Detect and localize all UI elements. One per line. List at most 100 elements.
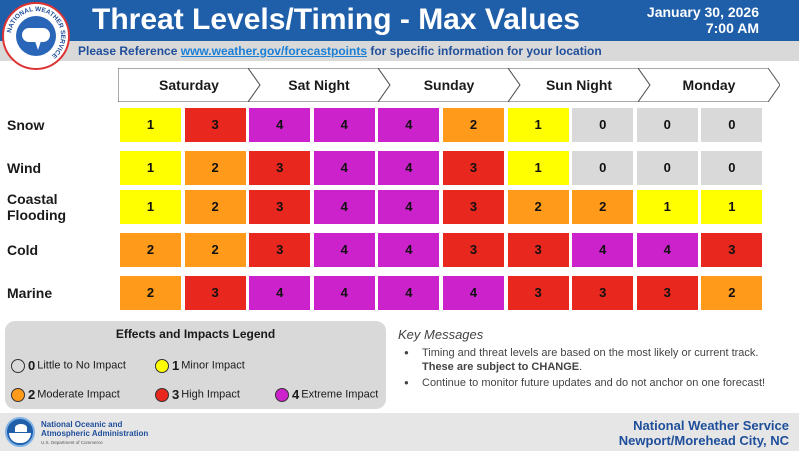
threat-cell: 0: [636, 151, 698, 185]
threat-cell: 3: [443, 190, 504, 224]
legend-desc: High Impact: [181, 388, 240, 401]
day-header-3: Sun Night: [508, 68, 650, 102]
threat-cell: 3: [249, 233, 311, 267]
reference-bar: Please Reference www.weather.gov/forecas…: [0, 41, 799, 61]
threat-cell: 2: [120, 233, 181, 267]
logo-cloud: [22, 28, 50, 42]
threat-cell: 3: [184, 108, 246, 142]
day-arrow-shape: [378, 68, 520, 102]
day-arrow-shape: [638, 68, 780, 102]
day-arrow-shape: [118, 68, 260, 102]
day-label: Sun Night: [545, 77, 613, 93]
threat-cell: 4: [378, 276, 440, 310]
issue-date: January 30, 2026: [646, 4, 759, 20]
key-message-text: Continue to monitor future updates and d…: [422, 377, 766, 389]
threat-cell: 4: [443, 276, 504, 310]
noaa-logo-icon: [5, 417, 35, 447]
key-message-item: Continue to monitor future updates and d…: [398, 376, 788, 390]
key-message-item: Timing and threat levels are based on th…: [398, 346, 788, 374]
threat-label: Marine: [7, 285, 53, 301]
threat-cell: 3: [507, 276, 569, 310]
legend-item-3: 3 High Impact: [155, 387, 240, 402]
threat-cell: 1: [701, 190, 763, 224]
noaa-bird-shape: [15, 424, 27, 432]
threat-cell: 0: [701, 151, 763, 185]
noaa-wave-shape: [9, 433, 31, 443]
noaa-name-line2: Atmospheric Administration: [41, 429, 149, 438]
threat-cell: 2: [572, 190, 634, 224]
day-headers: Saturday Sat Night Sunday Sun Night Monday: [118, 68, 780, 102]
threat-cell: 3: [249, 151, 311, 185]
threat-cell: 4: [313, 190, 375, 224]
legend-item-0: 0 Little to No Impact: [11, 358, 126, 373]
threat-label: Coastal Flooding: [7, 191, 67, 223]
noaa-name: National Oceanic and Atmospheric Adminis…: [41, 420, 148, 438]
legend-item-1: 1 Minor Impact: [155, 358, 245, 373]
header-bar: Threat Levels/Timing - Max Values Januar…: [0, 0, 799, 41]
threat-cell: 3: [572, 276, 634, 310]
legend-desc: Minor Impact: [181, 359, 245, 372]
day-header-4: Monday: [638, 68, 780, 102]
reference-suffix: for specific information for your locati…: [367, 44, 602, 58]
legend-title: Effects and Impacts Legend: [115, 327, 276, 341]
issue-datetime: January 30, 2026 7:00 AM: [647, 4, 759, 36]
threat-label: Snow: [7, 117, 45, 133]
threat-cell: 4: [313, 276, 375, 310]
threat-cell: 2: [507, 190, 569, 224]
impacts-legend: Effects and Impacts Legend 0 Little to No…: [5, 321, 386, 409]
threat-cell: 0: [701, 108, 763, 142]
threat-cell: 2: [184, 233, 246, 267]
legend-desc: Little to No Impact: [37, 359, 126, 372]
threat-cell: 4: [636, 233, 698, 267]
day-label: Sat Night: [288, 77, 350, 93]
threat-cell: 1: [636, 190, 698, 224]
threat-cell: 2: [184, 151, 246, 185]
forecast-points-link[interactable]: www.weather.gov/forecastpoints: [180, 44, 367, 58]
threat-cell: 4: [378, 233, 440, 267]
level-3-dot-icon: [155, 387, 169, 402]
legend-item-2: 2 Moderate Impact: [11, 387, 120, 402]
reference-prefix: Please Reference: [78, 44, 181, 58]
day-label: Saturday: [159, 77, 219, 93]
threat-cell: 3: [701, 233, 763, 267]
threat-cell: 3: [443, 151, 504, 185]
level-4-dot-icon: [275, 387, 289, 402]
day-arrow-shape: [508, 68, 650, 102]
threat-cell: 4: [249, 108, 311, 142]
day-header-1: Sat Night: [248, 68, 390, 102]
threat-cell: 4: [378, 190, 440, 224]
office-line1: National Weather Service: [633, 418, 789, 433]
threat-cell: 2: [184, 190, 246, 224]
noaa-department: U.S. Department of Commerce: [41, 440, 103, 445]
threat-cell: 4: [249, 276, 311, 310]
legend-desc: Moderate Impact: [37, 388, 120, 401]
legend-level: 1: [172, 358, 180, 373]
level-0-dot-icon: [11, 358, 25, 373]
day-header-2: Sunday: [378, 68, 520, 102]
nws-logo-icon: NATIONAL WEATHER SERVICE: [2, 2, 70, 70]
threat-cell: 3: [184, 276, 246, 310]
threat-cell: 4: [572, 233, 634, 267]
page-title: Threat Levels/Timing - Max Values: [92, 3, 580, 36]
footer-bar: National Oceanic and Atmospheric Adminis…: [0, 413, 799, 451]
day-header-0: Saturday: [118, 68, 260, 102]
threat-cell: 0: [572, 108, 634, 142]
threat-cell: 3: [507, 233, 569, 267]
threat-cell: 2: [443, 108, 504, 142]
threat-cell: 4: [378, 108, 440, 142]
key-messages-title: Key Messages: [398, 327, 484, 342]
legend-level: 4: [292, 387, 300, 402]
logo-bolt: [34, 38, 42, 50]
legend-level: 0: [28, 358, 36, 373]
threat-cell: 4: [378, 151, 440, 185]
threat-label: Wind: [7, 160, 42, 176]
key-message-bold: These are subject to CHANGE: [422, 361, 580, 373]
threat-cell: 1: [507, 151, 569, 185]
legend-item-4: 4 Extreme Impact: [275, 387, 378, 402]
key-messages-list: Timing and threat levels are based on th…: [398, 346, 788, 392]
day-label: Monday: [682, 77, 736, 93]
threat-cell: 4: [313, 108, 375, 142]
noaa-name-line1: National Oceanic and: [41, 420, 123, 429]
day-arrow-shape: [248, 68, 390, 102]
threat-cell: 0: [572, 151, 634, 185]
